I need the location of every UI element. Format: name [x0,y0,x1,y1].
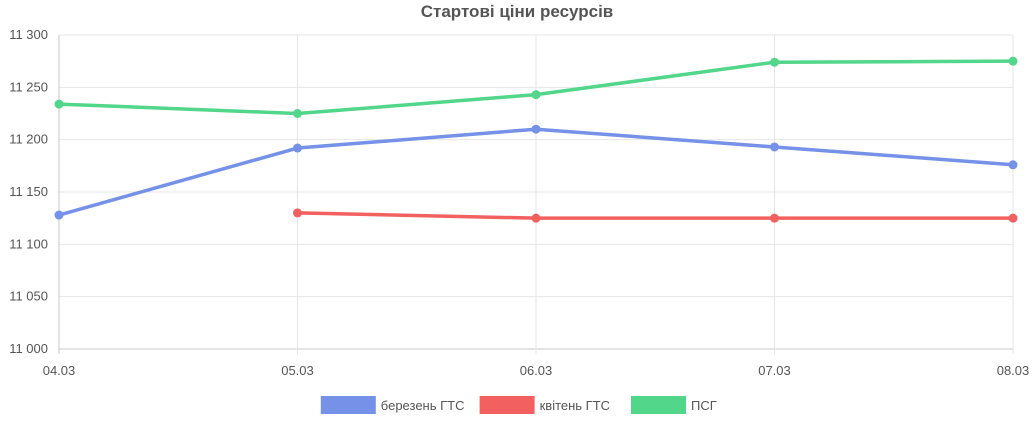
data-point[interactable] [54,99,64,109]
data-point[interactable] [770,57,779,67]
y-tick-label: 11 000 [9,341,48,356]
data-point[interactable] [531,213,541,223]
data-point[interactable] [770,142,779,152]
y-tick-label: 11 250 [9,79,48,94]
legend-label: квітень ГТС [540,398,610,413]
series-line [295,211,1015,220]
data-point[interactable] [293,208,302,218]
y-tick-label: 11 200 [9,132,48,147]
data-point[interactable] [54,210,64,220]
x-tick-label: 05.03 [281,363,314,378]
series-1 [293,208,1018,223]
data-point[interactable] [293,143,302,153]
data-point[interactable] [531,90,541,100]
legend-item[interactable]: ПСГ [631,396,717,414]
data-point[interactable] [531,124,541,134]
series-lines [54,56,1018,223]
series-2 [54,56,1018,118]
legend-item[interactable]: квітень ГТС [479,396,610,414]
y-tick-label: 11 150 [9,184,48,199]
y-tick-label: 11 100 [9,236,48,251]
data-point[interactable] [1008,160,1018,170]
legend-label: березень ГТС [381,398,465,413]
chart-title: Стартові ціни ресурсів [421,2,614,21]
data-point[interactable] [1008,213,1018,223]
x-tick-label: 07.03 [758,363,791,378]
x-tick-label: 06.03 [520,363,553,378]
x-tick-label: 04.03 [43,363,76,378]
y-tick-label: 11 050 [9,289,48,304]
legend-swatch [320,396,376,414]
x-tick-label: 08.03 [997,363,1030,378]
legend-swatch [479,396,535,414]
data-point[interactable] [770,213,779,223]
data-point[interactable] [293,109,302,118]
data-point[interactable] [1008,56,1018,66]
series-0 [54,124,1018,220]
legend-label: ПСГ [691,398,717,413]
grid-lines [58,34,1014,354]
axes: 11 000 11 050 11 100 11 150 11 200 11 250 11 3… [9,27,1029,378]
y-tick-label: 11 300 [9,27,48,42]
legend-swatch [631,396,686,414]
legend[interactable]: березень ГТС квітень ГТС ПСГ [320,396,717,414]
legend-item[interactable]: березень ГТС [320,396,465,414]
